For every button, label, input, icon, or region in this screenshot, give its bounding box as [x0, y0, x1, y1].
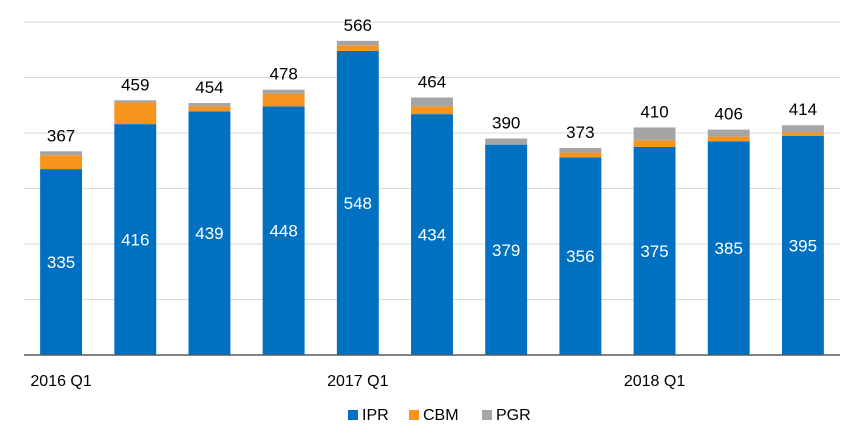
- x-tick-label: 2018 Q1: [624, 373, 685, 390]
- bar-pgr: [188, 103, 230, 106]
- bar-cbm: [634, 140, 676, 147]
- bar-value-label: 379: [492, 241, 520, 260]
- bar-cbm: [114, 102, 156, 124]
- legend: IPR CBM PGR: [348, 407, 531, 424]
- bar-value-label: 548: [344, 194, 372, 213]
- bar-pgr: [782, 125, 824, 132]
- bar-value-label: 416: [121, 231, 149, 250]
- bar-total-label: 454: [195, 78, 223, 97]
- bar-pgr: [485, 139, 527, 145]
- bar-total-label: 459: [121, 75, 149, 94]
- bar-value-label: 434: [418, 226, 446, 245]
- bar-total-label: 373: [566, 123, 594, 142]
- bar-cbm: [40, 155, 82, 169]
- bar-total-label: 367: [47, 126, 75, 145]
- bar-total-label: 390: [492, 114, 520, 133]
- bar-cbm: [188, 106, 230, 111]
- bar-total-label: 478: [269, 65, 297, 84]
- bar-value-label: 439: [195, 224, 223, 243]
- bar-pgr: [634, 127, 676, 140]
- bar-total-label: 566: [344, 16, 372, 35]
- bar-cbm: [708, 136, 750, 141]
- bar-pgr: [114, 100, 156, 102]
- bar-cbm: [411, 106, 453, 114]
- bar-pgr: [263, 90, 305, 94]
- bar-pgr: [411, 97, 453, 106]
- legend-label-pgr: PGR: [496, 407, 531, 424]
- legend-label-ipr: IPR: [362, 407, 389, 424]
- bar-value-label: 385: [715, 239, 743, 258]
- x-tick-labels: 2016 Q1 2017 Q1 2018 Q1: [30, 373, 685, 390]
- bar-pgr: [559, 148, 601, 152]
- bar-value-label: 395: [789, 236, 817, 255]
- bar-pgr: [708, 130, 750, 137]
- bar-cbm: [263, 94, 305, 107]
- legend-label-cbm: CBM: [423, 407, 459, 424]
- bar-value-label: 335: [47, 253, 75, 272]
- bar-total-label: 410: [640, 102, 668, 121]
- bar-value-label: 356: [566, 247, 594, 266]
- legend-swatch-ipr: [348, 410, 358, 420]
- bar-total-label: 414: [789, 100, 817, 119]
- x-tick-label: 2016 Q1: [30, 373, 91, 390]
- x-tick-label: 2017 Q1: [327, 373, 388, 390]
- bar-pgr: [337, 41, 379, 45]
- bar-cbm: [782, 132, 824, 135]
- bar-cbm: [559, 152, 601, 157]
- bar-pgr: [40, 151, 82, 155]
- bar-value-label: 448: [269, 222, 297, 241]
- legend-swatch-pgr: [482, 410, 492, 420]
- stacked-bar-chart: 335 367 416 459 439 454 448 478 548 566 434 464 379 3…: [0, 0, 862, 445]
- bar-cbm: [337, 45, 379, 51]
- legend-swatch-cbm: [409, 410, 419, 420]
- bar-total-label: 406: [715, 105, 743, 124]
- bar-value-label: 375: [640, 242, 668, 261]
- bar-total-label: 464: [418, 72, 446, 91]
